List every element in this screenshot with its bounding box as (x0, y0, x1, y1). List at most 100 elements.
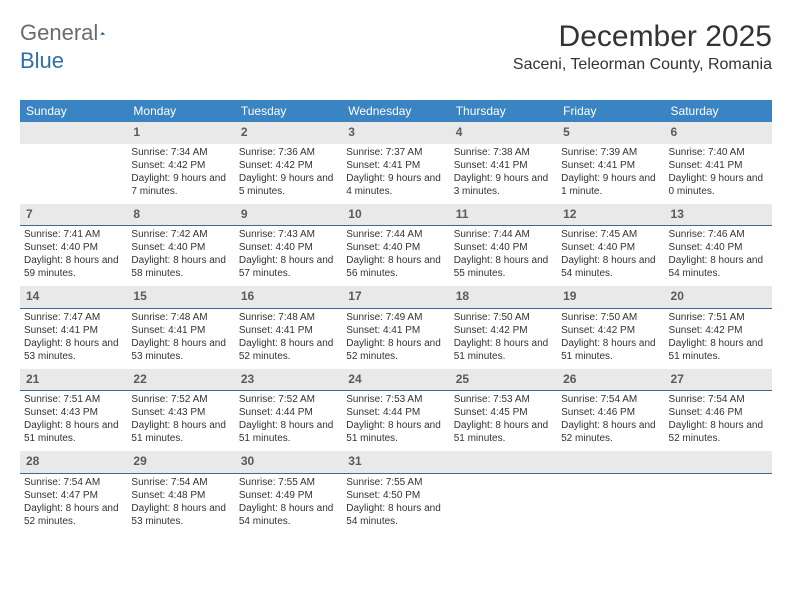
sunset-line: Sunset: 4:45 PM (454, 406, 553, 419)
daylight-line: Daylight: 8 hours and 53 minutes. (24, 337, 123, 363)
day-number: 5 (557, 122, 664, 144)
daylight-line: Daylight: 8 hours and 56 minutes. (346, 254, 445, 280)
day-number (450, 451, 557, 473)
daylight-line: Daylight: 9 hours and 4 minutes. (346, 172, 445, 198)
sunset-line: Sunset: 4:41 PM (561, 159, 660, 172)
day-number: 10 (342, 204, 449, 226)
day-number (20, 122, 127, 144)
daylight-line: Daylight: 8 hours and 51 minutes. (239, 419, 338, 445)
sunset-line: Sunset: 4:40 PM (239, 241, 338, 254)
sunset-line: Sunset: 4:40 PM (24, 241, 123, 254)
day-number-row: 14151617181920 (20, 286, 772, 308)
day-cell: Sunrise: 7:49 AMSunset: 4:41 PMDaylight:… (342, 308, 449, 369)
daylight-line: Daylight: 8 hours and 54 minutes. (669, 254, 768, 280)
sunrise-line: Sunrise: 7:42 AM (131, 228, 230, 241)
day-cell: Sunrise: 7:53 AMSunset: 4:44 PMDaylight:… (342, 391, 449, 452)
daylight-line: Daylight: 8 hours and 51 minutes. (24, 419, 123, 445)
daylight-line: Daylight: 8 hours and 51 minutes. (561, 337, 660, 363)
sunrise-line: Sunrise: 7:48 AM (131, 311, 230, 324)
day-cell: Sunrise: 7:48 AMSunset: 4:41 PMDaylight:… (127, 308, 234, 369)
daylight-line: Daylight: 8 hours and 52 minutes. (346, 337, 445, 363)
day-cell: Sunrise: 7:50 AMSunset: 4:42 PMDaylight:… (450, 308, 557, 369)
day-cell: Sunrise: 7:54 AMSunset: 4:48 PMDaylight:… (127, 473, 234, 534)
day-number: 15 (127, 286, 234, 308)
day-number: 22 (127, 369, 234, 391)
sunrise-line: Sunrise: 7:45 AM (561, 228, 660, 241)
sunset-line: Sunset: 4:49 PM (239, 489, 338, 502)
sunset-line: Sunset: 4:48 PM (131, 489, 230, 502)
day-number-row: 28293031 (20, 451, 772, 473)
sunset-line: Sunset: 4:40 PM (454, 241, 553, 254)
sunrise-line: Sunrise: 7:48 AM (239, 311, 338, 324)
logo-triangle-icon (100, 24, 105, 42)
sunrise-line: Sunrise: 7:50 AM (454, 311, 553, 324)
sunset-line: Sunset: 4:43 PM (131, 406, 230, 419)
sunset-line: Sunset: 4:41 PM (239, 324, 338, 337)
daylight-line: Daylight: 8 hours and 52 minutes. (24, 502, 123, 528)
sunrise-line: Sunrise: 7:53 AM (346, 393, 445, 406)
logo: General (20, 20, 128, 46)
sunset-line: Sunset: 4:46 PM (669, 406, 768, 419)
weekday-header: Wednesday (342, 100, 449, 122)
sunrise-line: Sunrise: 7:54 AM (669, 393, 768, 406)
day-cell: Sunrise: 7:43 AMSunset: 4:40 PMDaylight:… (235, 226, 342, 287)
sunset-line: Sunset: 4:42 PM (131, 159, 230, 172)
sunset-line: Sunset: 4:43 PM (24, 406, 123, 419)
logo-blue-text-wrap: Blue (20, 48, 64, 74)
day-number: 16 (235, 286, 342, 308)
daylight-line: Daylight: 8 hours and 51 minutes. (131, 419, 230, 445)
location-subtitle: Saceni, Teleorman County, Romania (513, 56, 772, 74)
day-number: 6 (665, 122, 772, 144)
day-cell: Sunrise: 7:42 AMSunset: 4:40 PMDaylight:… (127, 226, 234, 287)
weekday-header: Friday (557, 100, 664, 122)
sunrise-line: Sunrise: 7:55 AM (239, 476, 338, 489)
day-cell: Sunrise: 7:34 AMSunset: 4:42 PMDaylight:… (127, 144, 234, 204)
sunrise-line: Sunrise: 7:52 AM (239, 393, 338, 406)
day-cell: Sunrise: 7:44 AMSunset: 4:40 PMDaylight:… (450, 226, 557, 287)
day-number-row: 21222324252627 (20, 369, 772, 391)
sunrise-line: Sunrise: 7:46 AM (669, 228, 768, 241)
day-cell: Sunrise: 7:41 AMSunset: 4:40 PMDaylight:… (20, 226, 127, 287)
sunset-line: Sunset: 4:44 PM (239, 406, 338, 419)
sunset-line: Sunset: 4:42 PM (454, 324, 553, 337)
sunrise-line: Sunrise: 7:39 AM (561, 146, 660, 159)
day-number: 13 (665, 204, 772, 226)
day-cell: Sunrise: 7:54 AMSunset: 4:47 PMDaylight:… (20, 473, 127, 534)
sunrise-line: Sunrise: 7:38 AM (454, 146, 553, 159)
day-cell: Sunrise: 7:54 AMSunset: 4:46 PMDaylight:… (665, 391, 772, 452)
daylight-line: Daylight: 8 hours and 51 minutes. (454, 419, 553, 445)
day-cell: Sunrise: 7:55 AMSunset: 4:50 PMDaylight:… (342, 473, 449, 534)
sunset-line: Sunset: 4:41 PM (454, 159, 553, 172)
weekday-header-row: Sunday Monday Tuesday Wednesday Thursday… (20, 100, 772, 122)
day-cell (450, 473, 557, 534)
weekday-header: Monday (127, 100, 234, 122)
sunset-line: Sunset: 4:50 PM (346, 489, 445, 502)
day-number: 17 (342, 286, 449, 308)
day-number: 12 (557, 204, 664, 226)
day-number-row: 123456 (20, 122, 772, 144)
day-number: 21 (20, 369, 127, 391)
day-cell: Sunrise: 7:51 AMSunset: 4:42 PMDaylight:… (665, 308, 772, 369)
daylight-line: Daylight: 8 hours and 53 minutes. (131, 337, 230, 363)
sunrise-line: Sunrise: 7:54 AM (24, 476, 123, 489)
day-number: 28 (20, 451, 127, 473)
sunrise-line: Sunrise: 7:54 AM (131, 476, 230, 489)
daylight-line: Daylight: 8 hours and 54 minutes. (346, 502, 445, 528)
daylight-line: Daylight: 9 hours and 1 minute. (561, 172, 660, 198)
sunset-line: Sunset: 4:42 PM (239, 159, 338, 172)
day-number: 4 (450, 122, 557, 144)
day-number: 3 (342, 122, 449, 144)
day-number: 25 (450, 369, 557, 391)
day-cell (665, 473, 772, 534)
day-number (557, 451, 664, 473)
daylight-line: Daylight: 8 hours and 55 minutes. (454, 254, 553, 280)
day-cell: Sunrise: 7:39 AMSunset: 4:41 PMDaylight:… (557, 144, 664, 204)
day-cell: Sunrise: 7:52 AMSunset: 4:43 PMDaylight:… (127, 391, 234, 452)
daylight-line: Daylight: 9 hours and 7 minutes. (131, 172, 230, 198)
sunrise-line: Sunrise: 7:44 AM (346, 228, 445, 241)
day-cell: Sunrise: 7:44 AMSunset: 4:40 PMDaylight:… (342, 226, 449, 287)
day-number-row: 78910111213 (20, 204, 772, 226)
page-title: December 2025 (513, 20, 772, 54)
day-number: 18 (450, 286, 557, 308)
day-number: 27 (665, 369, 772, 391)
